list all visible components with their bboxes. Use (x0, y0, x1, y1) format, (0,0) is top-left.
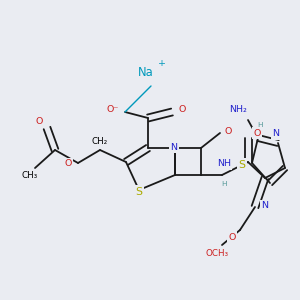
Text: S: S (136, 187, 142, 197)
Text: O: O (224, 127, 232, 136)
Text: O: O (228, 232, 236, 242)
Text: N: N (170, 142, 178, 152)
Text: O: O (35, 118, 43, 127)
Text: CH₂: CH₂ (92, 136, 108, 146)
Text: NH₂: NH₂ (229, 106, 247, 115)
Text: N: N (272, 130, 280, 139)
Text: H: H (221, 181, 227, 187)
Text: +: + (158, 58, 166, 68)
Text: O: O (64, 160, 72, 169)
Text: S: S (238, 160, 245, 170)
Text: OCH₃: OCH₃ (206, 248, 229, 257)
Text: H: H (257, 122, 263, 128)
Text: N: N (262, 202, 268, 211)
Text: O: O (178, 106, 186, 115)
Text: CH₃: CH₃ (22, 172, 38, 181)
Text: O: O (253, 128, 261, 137)
Text: O⁻: O⁻ (107, 106, 119, 115)
Text: Na: Na (138, 67, 154, 80)
Text: NH: NH (217, 160, 231, 169)
